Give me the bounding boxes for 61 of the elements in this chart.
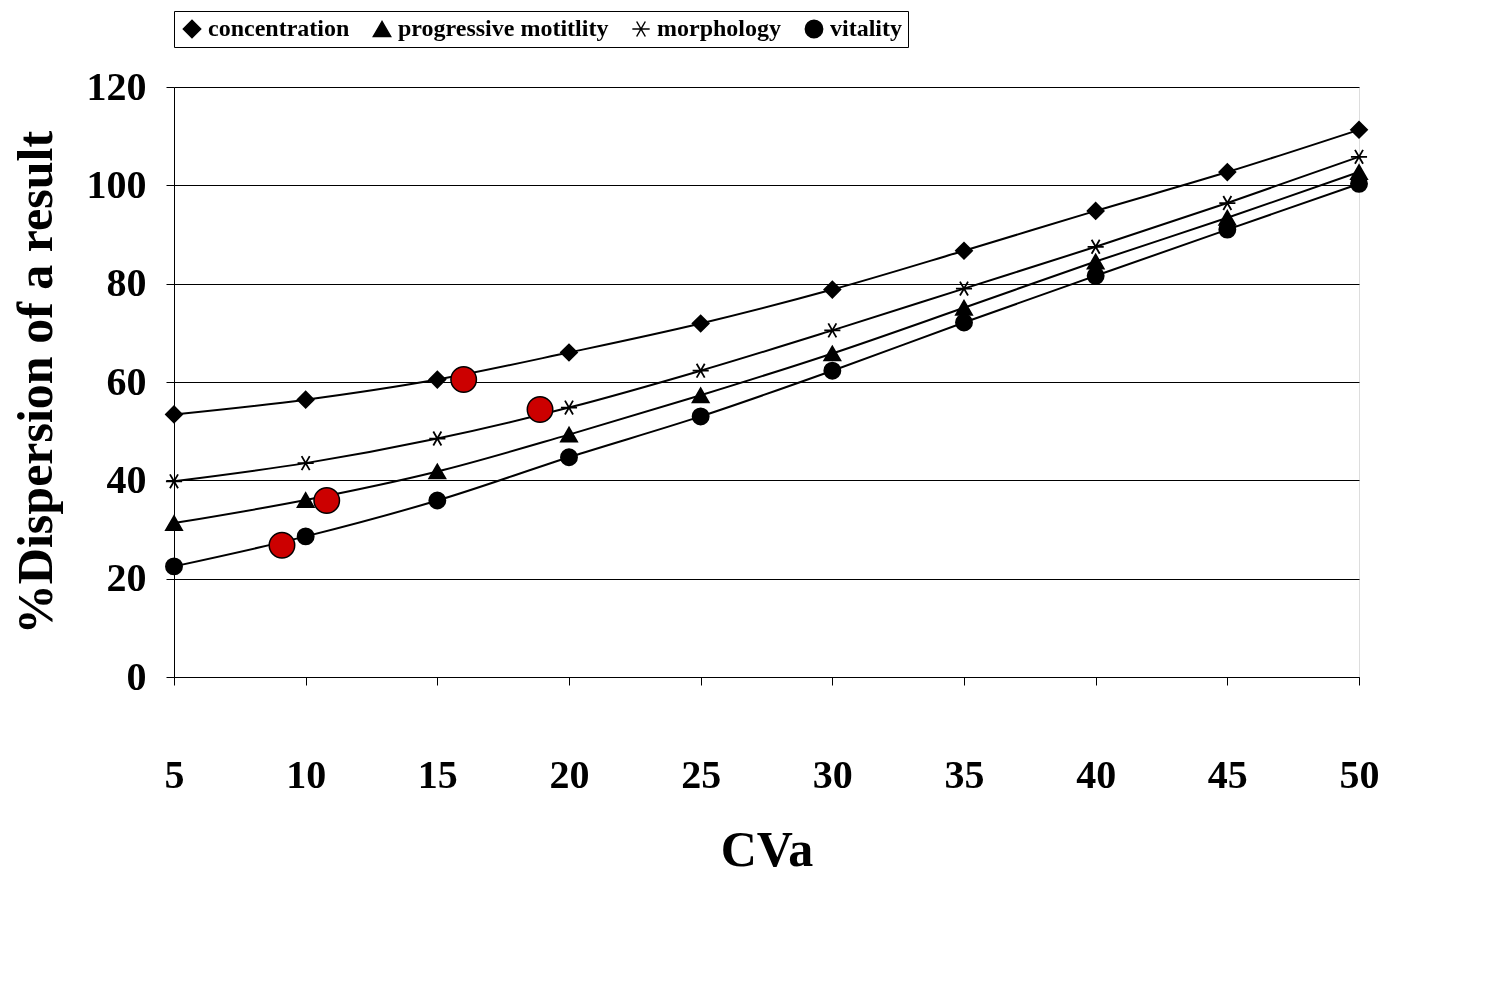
point <box>296 390 315 409</box>
y-tick-label: 120 <box>86 63 147 109</box>
x-axis-title: CVa <box>720 820 814 877</box>
x-tick-label: 40 <box>1076 751 1117 797</box>
point <box>313 487 341 514</box>
point <box>691 314 710 333</box>
point <box>1218 163 1237 182</box>
x-tick-label: 35 <box>944 751 985 797</box>
point <box>823 361 842 380</box>
x-tick-label: 10 <box>286 751 327 797</box>
point <box>165 557 183 576</box>
point <box>428 370 447 389</box>
point <box>691 407 710 426</box>
point <box>165 515 183 531</box>
y-tick-label: 0 <box>126 653 147 699</box>
point <box>296 492 315 508</box>
legend-label: morphology <box>657 15 782 41</box>
x-tick-label: 20 <box>549 751 590 797</box>
point <box>560 448 578 467</box>
point <box>955 280 973 297</box>
point <box>823 280 842 299</box>
point <box>691 362 710 379</box>
point <box>428 491 447 510</box>
point <box>955 299 973 316</box>
point <box>823 322 842 339</box>
legend-label: progressive motitlity <box>398 15 609 41</box>
point <box>955 313 973 332</box>
legend-label: concentration <box>208 15 350 41</box>
point <box>165 405 183 424</box>
x-tick-label: 15 <box>417 751 458 797</box>
x-tick-label: 25 <box>681 751 722 797</box>
y-axis-title: %Dispersion of a result <box>6 130 63 635</box>
point <box>560 343 578 362</box>
point <box>268 531 296 559</box>
point <box>560 426 578 443</box>
x-tick-label: 30 <box>812 751 853 797</box>
point <box>1350 120 1368 139</box>
x-tick-label: 5 <box>164 751 185 797</box>
point <box>526 396 554 424</box>
point <box>955 241 973 260</box>
point <box>1350 148 1368 165</box>
x-tick-label: 50 <box>1339 751 1380 797</box>
point <box>428 463 447 480</box>
point <box>296 527 315 546</box>
y-tick-label: 60 <box>106 358 147 404</box>
point <box>823 345 842 362</box>
point <box>428 430 447 447</box>
legend-label: vitality <box>830 15 902 41</box>
x-tick-label: 45 <box>1207 751 1248 797</box>
y-tick-label: 40 <box>106 456 147 502</box>
point <box>450 366 478 394</box>
point <box>560 399 578 416</box>
point <box>691 387 710 404</box>
y-tick-label: 100 <box>86 161 147 207</box>
point <box>1086 201 1105 220</box>
point <box>165 473 183 490</box>
y-tick-label: 20 <box>106 555 147 601</box>
point <box>1218 195 1237 211</box>
point <box>296 455 315 472</box>
point <box>1086 238 1105 255</box>
y-tick-label: 80 <box>106 260 147 306</box>
